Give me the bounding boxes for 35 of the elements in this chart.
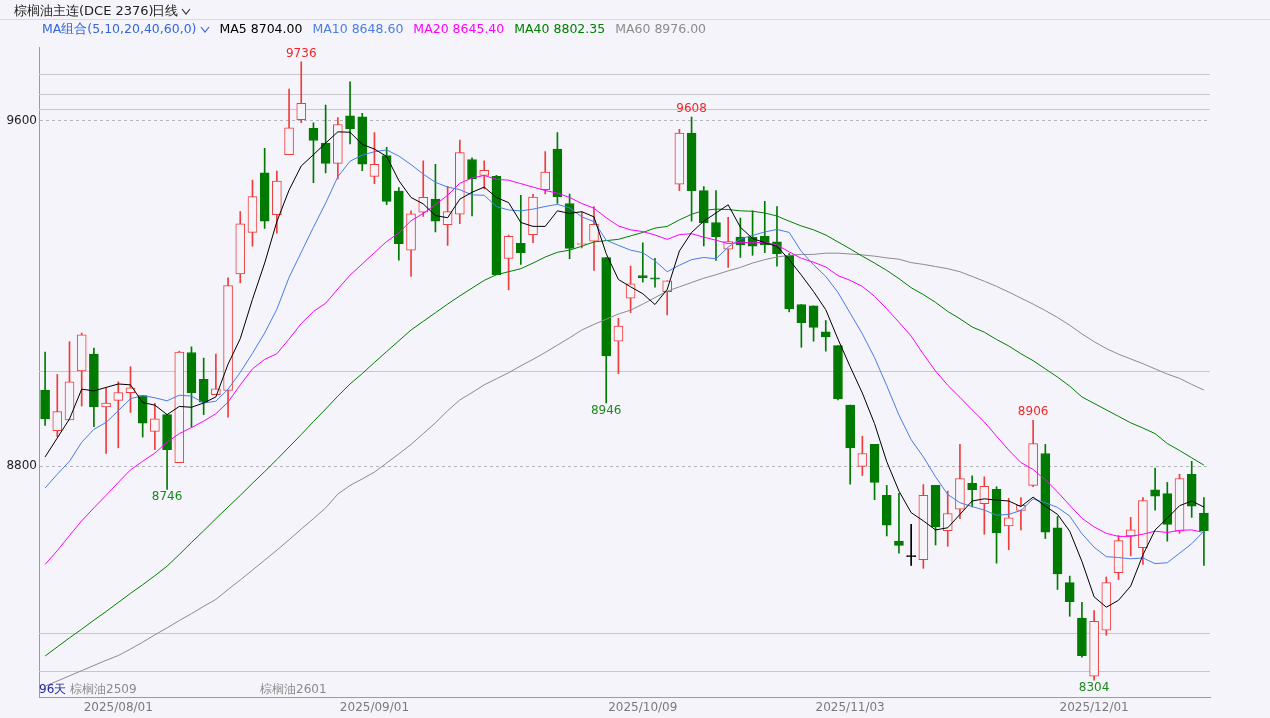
text: MA20 8645.40 xyxy=(413,21,505,36)
annotation: 8746 xyxy=(151,489,183,504)
text: MA5 8704.00 xyxy=(219,21,303,36)
text: MA60 8976.00 xyxy=(615,21,707,36)
candlestick xyxy=(637,242,648,283)
candlestick xyxy=(515,194,526,265)
x-tick-label: 2025/10/09 xyxy=(608,700,678,715)
annotation: 8906 xyxy=(1017,404,1049,419)
annotation: 9736 xyxy=(285,46,317,60)
candlestick xyxy=(345,81,355,145)
candlestick xyxy=(479,160,490,190)
candlestick xyxy=(1150,467,1160,511)
y-tick-label: 9600 xyxy=(6,112,37,127)
legend-title: MA组合(5,10,20,40,60,0) xyxy=(42,21,198,36)
text: MA10 8648.60 xyxy=(312,21,404,36)
candlestick xyxy=(113,381,124,449)
y-tick-label: 8800 xyxy=(6,458,37,473)
candlestick xyxy=(906,523,916,566)
x-tick-label: 2025/11/03 xyxy=(815,700,885,715)
candlestick xyxy=(1003,498,1014,551)
x-tick-label: 2025/12/01 xyxy=(1059,700,1129,715)
annotation: 棕榈油2601 xyxy=(260,682,327,696)
x-tick-label: 2025/08/01 xyxy=(83,700,153,715)
x-tick-label: 2025/09/01 xyxy=(339,700,410,715)
candlestick xyxy=(820,320,831,352)
chart-subtitle: 日线 xyxy=(152,2,179,20)
chart-title: 棕榈油主连(DCE 2376) xyxy=(14,2,154,20)
candlestick xyxy=(894,492,904,554)
annotation: 8946 xyxy=(590,403,622,418)
annotation: 棕榈油2509 xyxy=(70,682,137,696)
candlestick xyxy=(650,258,660,288)
annotation: 8304 xyxy=(1078,680,1110,695)
annotation: 9608 xyxy=(676,101,707,116)
text: MA40 8802.35 xyxy=(514,21,606,36)
annotation: 96天 xyxy=(39,682,67,696)
